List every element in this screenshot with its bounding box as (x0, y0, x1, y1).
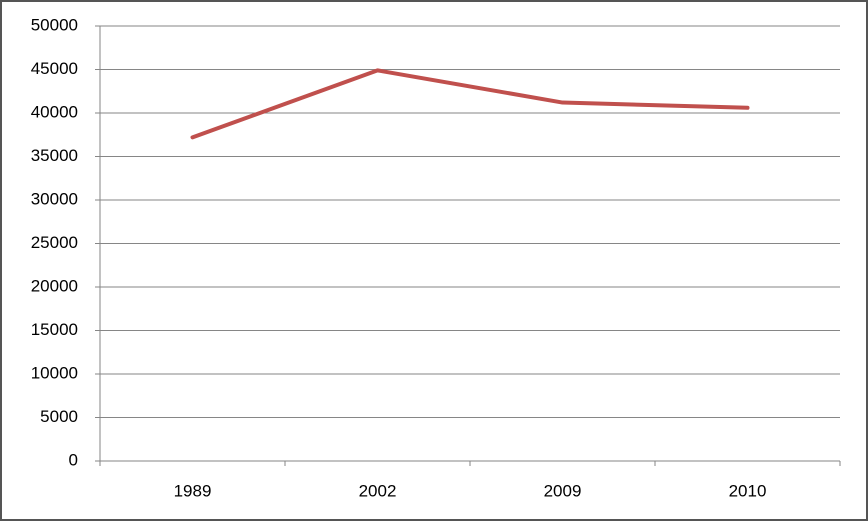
data-line (190, 68, 750, 140)
x-tick-label: 2010 (729, 481, 767, 500)
y-tick-label: 20000 (31, 276, 78, 295)
y-tick-label: 50000 (31, 15, 78, 34)
y-tick-label: 15000 (31, 320, 78, 339)
y-tick-label: 0 (69, 450, 78, 469)
y-tick-label: 40000 (31, 102, 78, 121)
y-tick-label: 5000 (40, 407, 78, 426)
x-tick-label: 1989 (174, 481, 212, 500)
y-tick-label: 35000 (31, 146, 78, 165)
y-tick-label: 25000 (31, 233, 78, 252)
y-tick-label: 45000 (31, 59, 78, 78)
y-tick-label: 30000 (31, 189, 78, 208)
x-tick-label: 2002 (359, 481, 397, 500)
x-tick-label: 2009 (544, 481, 582, 500)
y-tick-label: 10000 (31, 363, 78, 382)
